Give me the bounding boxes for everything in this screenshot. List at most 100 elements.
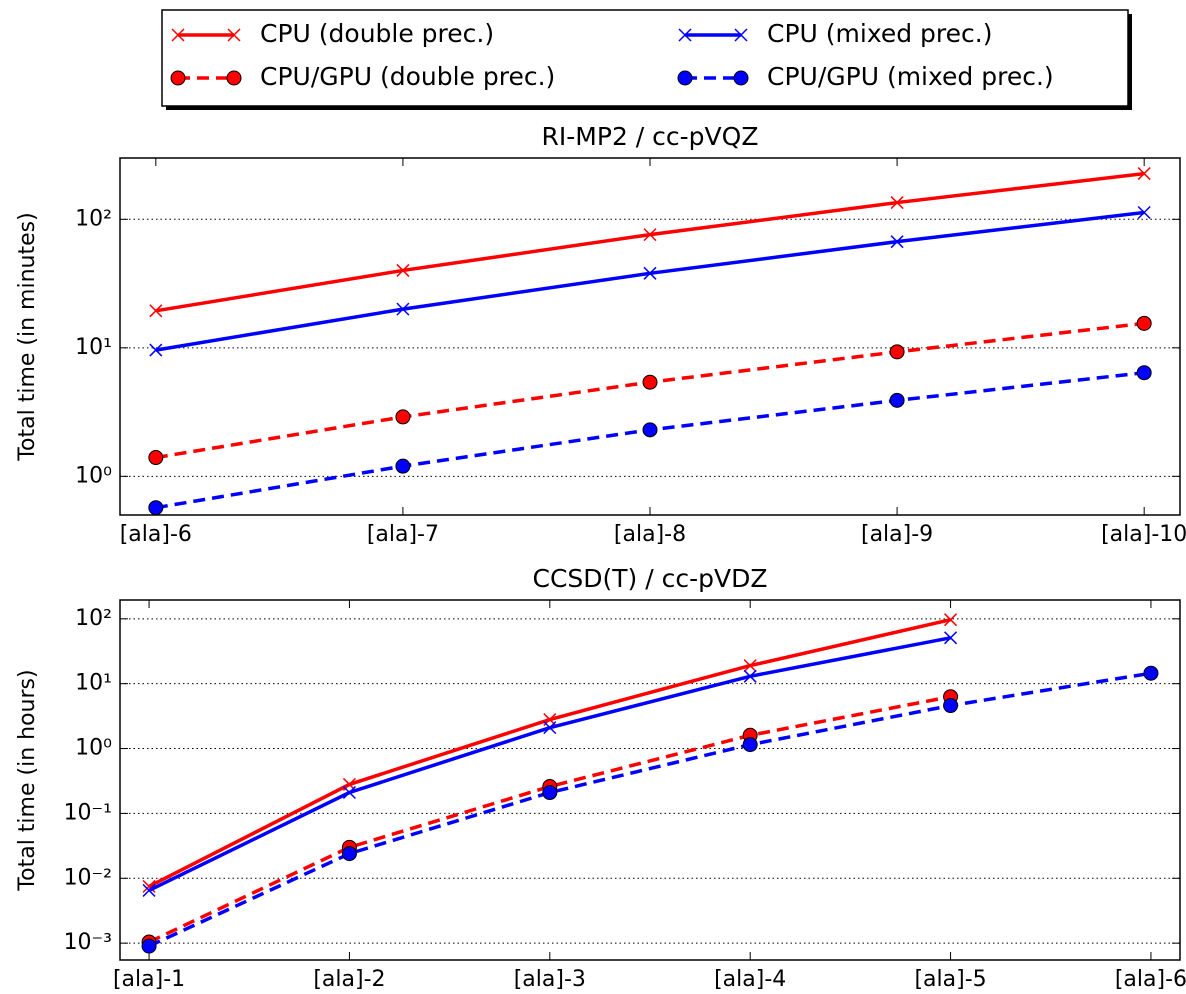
marker-stroke xyxy=(890,196,904,210)
marker xyxy=(396,263,410,277)
legend-markers xyxy=(677,70,749,86)
marker-stroke xyxy=(396,263,410,277)
marker xyxy=(643,266,657,280)
marker xyxy=(149,343,163,357)
marker-stroke xyxy=(142,883,156,897)
y-tick-label: 10² xyxy=(75,206,112,231)
x-tick-label: [ala]-6 xyxy=(1115,967,1186,992)
marker xyxy=(1137,205,1151,220)
marker xyxy=(1137,167,1151,181)
y-axis-label: Total time (in hours) xyxy=(15,669,40,891)
series-line xyxy=(148,671,1152,948)
marker-stroke xyxy=(396,302,410,316)
marker xyxy=(396,302,410,316)
marker xyxy=(148,500,164,516)
x-tick-label: [ala]-7 xyxy=(367,522,439,547)
marker xyxy=(1143,665,1159,681)
marker xyxy=(890,196,904,210)
legend-label: CPU/GPU (mixed prec.) xyxy=(767,62,1054,91)
marker-stroke xyxy=(1137,205,1151,220)
marker xyxy=(944,613,958,627)
x-tick-label: [ala]-2 xyxy=(313,967,385,992)
marker xyxy=(643,228,657,242)
series-line xyxy=(148,636,951,892)
marker-stroke xyxy=(142,879,156,893)
legend-marker xyxy=(733,70,749,86)
marker-stroke xyxy=(743,659,757,673)
series-line xyxy=(155,321,1145,460)
marker-stroke xyxy=(890,235,904,249)
marker xyxy=(1136,315,1152,331)
marker xyxy=(395,409,411,425)
marker xyxy=(395,458,411,474)
x-tick-label: [ala]-1 xyxy=(113,967,185,992)
series-line xyxy=(155,171,1145,313)
marker xyxy=(944,631,958,645)
marker xyxy=(642,422,658,438)
marker xyxy=(889,344,905,360)
marker-stroke xyxy=(743,669,757,683)
marker xyxy=(743,659,757,673)
marker xyxy=(342,785,356,800)
marker-stroke xyxy=(149,304,163,318)
marker xyxy=(149,304,163,318)
legend-markers xyxy=(678,28,748,42)
plot-frame xyxy=(119,157,1181,516)
x-tick-label: [ala]-8 xyxy=(614,522,686,547)
y-tick-label: 10² xyxy=(75,606,112,631)
chart-title: RI-MP2 / cc-pVQZ xyxy=(542,122,759,151)
legend-marker xyxy=(678,28,692,42)
marker-stroke xyxy=(643,228,657,242)
marker xyxy=(889,392,905,408)
marker-stroke xyxy=(643,266,657,280)
marker xyxy=(542,785,558,801)
marker xyxy=(141,938,157,954)
marker-stroke xyxy=(944,613,958,627)
marker xyxy=(1136,365,1152,381)
series-line xyxy=(155,370,1145,510)
legend-marker xyxy=(734,28,748,42)
legend-marker xyxy=(227,28,241,42)
legend-markers xyxy=(171,28,241,42)
legend-label: CPU (mixed prec.) xyxy=(767,19,992,48)
marker-stroke xyxy=(543,721,557,735)
marker-stroke xyxy=(1137,167,1151,181)
marker xyxy=(341,846,357,862)
y-tick-label: 10⁻² xyxy=(64,865,112,890)
x-tick-label: [ala]-9 xyxy=(861,522,933,547)
legend-marker xyxy=(226,70,242,86)
y-tick-label: 10⁻³ xyxy=(64,930,112,955)
legend-markers xyxy=(170,70,242,86)
marker-stroke xyxy=(149,343,163,357)
legend-label: CPU (double prec.) xyxy=(260,19,494,48)
marker xyxy=(543,721,557,735)
marker xyxy=(890,235,904,249)
marker xyxy=(148,450,164,466)
legend-label: CPU/GPU (double prec.) xyxy=(260,62,555,91)
legend-box xyxy=(161,9,1129,107)
y-tick-label: 10⁰ xyxy=(75,463,112,488)
marker xyxy=(743,669,757,683)
x-tick-label: [ala]-3 xyxy=(514,967,586,992)
y-tick-label: 10¹ xyxy=(75,335,112,360)
y-axis-label: Total time (in minutes) xyxy=(15,212,40,461)
x-tick-label: [ala]-6 xyxy=(120,522,192,547)
marker xyxy=(742,737,758,753)
marker-stroke xyxy=(944,631,958,645)
legend-marker xyxy=(677,70,693,86)
marker-stroke xyxy=(342,785,356,800)
legend-marker xyxy=(170,70,186,86)
x-tick-label: [ala]-4 xyxy=(714,967,786,992)
marker xyxy=(642,374,658,390)
series-line xyxy=(148,694,951,944)
x-tick-label: [ala]-5 xyxy=(914,967,986,992)
marker xyxy=(943,698,959,714)
x-tick-label: [ala]-10 xyxy=(1101,522,1186,547)
y-tick-label: 10⁻¹ xyxy=(64,800,112,825)
marker xyxy=(142,883,156,897)
legend-marker xyxy=(171,28,185,42)
plot-frame xyxy=(119,599,1181,961)
chart-title: CCSD(T) / cc-pVDZ xyxy=(533,564,768,593)
